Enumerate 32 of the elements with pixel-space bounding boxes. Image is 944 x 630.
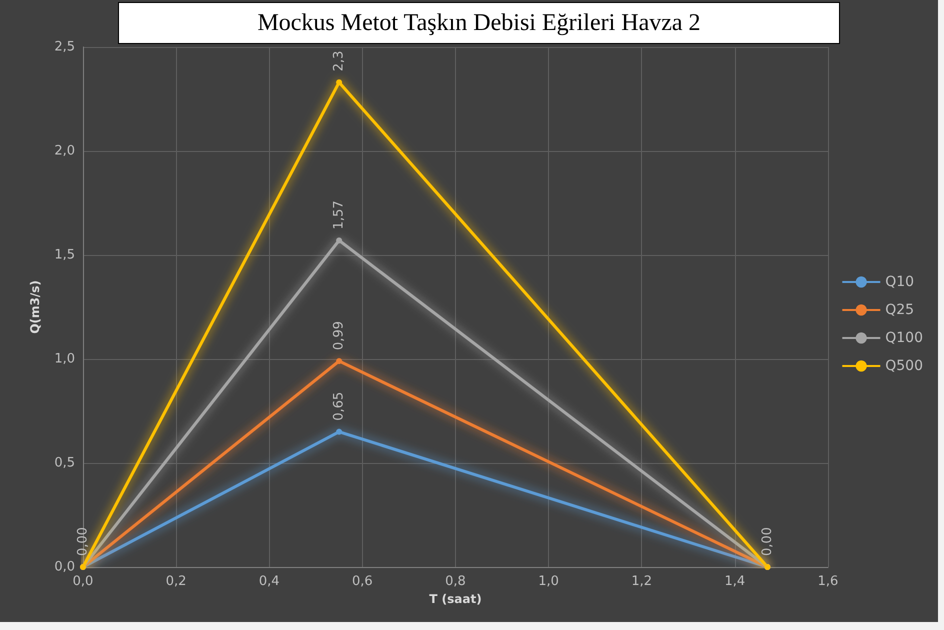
x-tick-label: 0,8 [445, 574, 466, 589]
legend-label: Q100 [885, 330, 924, 346]
chart-title: Mockus Metot Taşkın Debisi Eğrileri Havza 2 [118, 2, 840, 44]
y-tick-label: 0,5 [54, 456, 75, 470]
x-tick-label: 0,4 [258, 574, 280, 589]
x-tick-label: 0,2 [166, 574, 186, 589]
legend-label: Q10 [885, 274, 914, 290]
x-tick-label: 0,6 [352, 574, 373, 589]
point [336, 79, 342, 86]
data-label: 0,99 [332, 321, 347, 350]
data-label: 1,57 [332, 200, 347, 230]
legend-label: Q500 [885, 358, 924, 374]
x-tick-label: 1,2 [631, 574, 652, 589]
point [336, 358, 342, 364]
x-axis-title: T (saat) [429, 592, 482, 606]
x-tick-label: 0,0 [72, 574, 94, 589]
point [336, 428, 342, 435]
y-tick-label: 2,5 [54, 40, 75, 54]
data-label: 2,3 [332, 50, 347, 72]
data-label: 0,00 [76, 527, 90, 556]
y-tick-label: 1,0 [54, 352, 75, 366]
data-label: 0,00 [760, 527, 775, 556]
y-tick-label: 2,0 [54, 144, 75, 158]
y-axis-title: Q(m3/s) [28, 280, 42, 334]
legend-label: Q25 [885, 302, 914, 318]
x-tick-label: 1,0 [538, 574, 559, 589]
data-label: 0,65 [332, 392, 347, 421]
x-tick-label: 1,6 [818, 574, 838, 589]
y-tick-label: 1,5 [54, 248, 75, 262]
y-tick-label: 0,0 [54, 560, 75, 574]
x-tick-label: 1,4 [724, 574, 746, 589]
point [336, 237, 342, 244]
